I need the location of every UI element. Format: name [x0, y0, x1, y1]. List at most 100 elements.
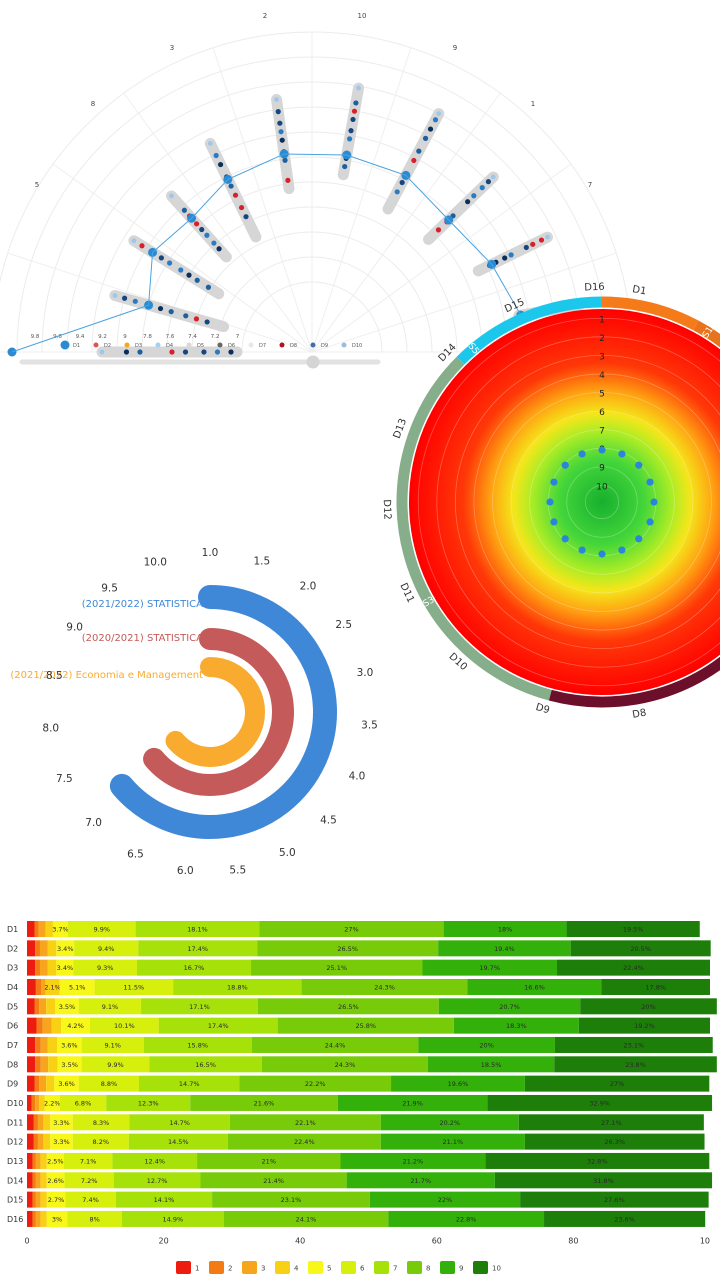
- bar-segment[interactable]: [27, 998, 35, 1015]
- bar-segment[interactable]: [27, 1094, 32, 1111]
- gauge-data-point[interactable]: [598, 446, 606, 454]
- bar-segment[interactable]: [369, 1191, 521, 1208]
- bar-segment[interactable]: [346, 1172, 495, 1189]
- bar-segment[interactable]: [524, 1133, 705, 1150]
- bar-segment[interactable]: [81, 1036, 144, 1053]
- legend-swatch[interactable]: [473, 1261, 488, 1274]
- bar-segment[interactable]: [63, 1152, 113, 1169]
- radial-bar[interactable]: [143, 628, 294, 796]
- data-point[interactable]: [213, 152, 219, 159]
- bar-segment[interactable]: [27, 1172, 33, 1189]
- data-point-end[interactable]: [436, 111, 442, 117]
- bar-segment[interactable]: [27, 1133, 34, 1150]
- legend-swatch[interactable]: [440, 1261, 455, 1274]
- legend-swatch[interactable]: [217, 342, 223, 348]
- bar-segment[interactable]: [35, 978, 42, 995]
- legend-swatch[interactable]: [310, 342, 316, 348]
- bar-segment[interactable]: [418, 1036, 555, 1053]
- bar-segment[interactable]: [27, 1210, 33, 1227]
- bar-segment[interactable]: [557, 959, 710, 976]
- bar-segment[interactable]: [40, 1172, 47, 1189]
- bar-segment[interactable]: [45, 978, 60, 995]
- data-point[interactable]: [157, 305, 164, 312]
- bar-segment[interactable]: [380, 1133, 525, 1150]
- legend-swatch[interactable]: [242, 1261, 257, 1274]
- data-point[interactable]: [216, 246, 222, 252]
- data-point[interactable]: [351, 108, 358, 114]
- bar-segment[interactable]: [388, 1210, 545, 1227]
- bar-segment[interactable]: [46, 1152, 64, 1169]
- data-point[interactable]: [508, 252, 514, 258]
- bar-segment[interactable]: [27, 1114, 34, 1131]
- data-point[interactable]: [238, 204, 245, 211]
- data-point[interactable]: [232, 192, 239, 198]
- data-point[interactable]: [427, 126, 434, 132]
- gauge-data-point[interactable]: [546, 498, 554, 506]
- bar-segment[interactable]: [135, 921, 260, 937]
- bar-segment[interactable]: [544, 1210, 706, 1227]
- bar-segment[interactable]: [112, 1152, 198, 1169]
- bar-segment[interactable]: [212, 1191, 370, 1208]
- bar-segment[interactable]: [59, 1094, 107, 1111]
- bar-segment[interactable]: [453, 1017, 579, 1034]
- data-point[interactable]: [411, 157, 417, 164]
- data-point[interactable]: [278, 129, 284, 135]
- bar-segment[interactable]: [257, 940, 439, 957]
- data-point[interactable]: [169, 349, 175, 355]
- bar-segment[interactable]: [487, 1094, 713, 1111]
- bar-segment[interactable]: [33, 1114, 38, 1131]
- data-point[interactable]: [282, 157, 288, 163]
- data-point[interactable]: [350, 116, 356, 123]
- data-point[interactable]: [217, 161, 224, 168]
- bar-segment[interactable]: [35, 959, 40, 976]
- bar-segment[interactable]: [27, 1036, 36, 1053]
- gauge-data-point[interactable]: [598, 550, 606, 558]
- data-point[interactable]: [166, 260, 173, 266]
- data-point[interactable]: [416, 148, 422, 154]
- data-point[interactable]: [182, 349, 189, 355]
- legend-swatch[interactable]: [155, 342, 161, 348]
- data-point-end[interactable]: [207, 141, 213, 146]
- data-point-end[interactable]: [490, 174, 496, 180]
- legend-swatch[interactable]: [275, 1261, 290, 1274]
- bar-segment[interactable]: [578, 1017, 710, 1034]
- bar-segment[interactable]: [580, 998, 717, 1015]
- gauge-data-point[interactable]: [578, 450, 586, 458]
- bar-segment[interactable]: [239, 1075, 392, 1092]
- bar-segment[interactable]: [43, 1133, 51, 1150]
- data-point[interactable]: [353, 100, 359, 106]
- legend-swatch[interactable]: [374, 1261, 389, 1274]
- gauge-data-point[interactable]: [646, 518, 654, 526]
- bar-segment[interactable]: [40, 1210, 47, 1227]
- bar-segment[interactable]: [340, 1152, 486, 1169]
- data-point[interactable]: [435, 227, 442, 233]
- bar-segment[interactable]: [32, 1172, 36, 1189]
- data-point[interactable]: [158, 255, 164, 261]
- gauge-data-point[interactable]: [650, 498, 658, 506]
- data-point[interactable]: [228, 349, 234, 355]
- data-point[interactable]: [132, 298, 138, 304]
- bar-segment[interactable]: [31, 1094, 36, 1111]
- bar-segment[interactable]: [46, 1210, 68, 1227]
- legend-swatch[interactable]: [341, 1261, 356, 1274]
- bar-segment[interactable]: [54, 1075, 79, 1092]
- bar-segment[interactable]: [81, 1056, 150, 1073]
- bar-segment[interactable]: [67, 921, 136, 937]
- bar-segment[interactable]: [78, 1075, 140, 1092]
- bar-segment[interactable]: [51, 1017, 62, 1034]
- bar-segment[interactable]: [73, 959, 137, 976]
- data-point-end[interactable]: [112, 293, 118, 298]
- data-point[interactable]: [432, 117, 439, 123]
- gauge-data-point[interactable]: [646, 478, 654, 486]
- bar-segment[interactable]: [27, 1017, 37, 1034]
- data-point[interactable]: [211, 240, 217, 246]
- data-point[interactable]: [465, 199, 471, 205]
- bar-segment[interactable]: [59, 978, 95, 995]
- bar-segment[interactable]: [37, 1133, 44, 1150]
- bar-segment[interactable]: [35, 1172, 41, 1189]
- bar-segment[interactable]: [139, 1075, 240, 1092]
- gauge-data-point[interactable]: [635, 535, 643, 543]
- data-point[interactable]: [168, 309, 174, 315]
- bar-segment[interactable]: [27, 978, 36, 995]
- gauge-data-point[interactable]: [550, 478, 558, 486]
